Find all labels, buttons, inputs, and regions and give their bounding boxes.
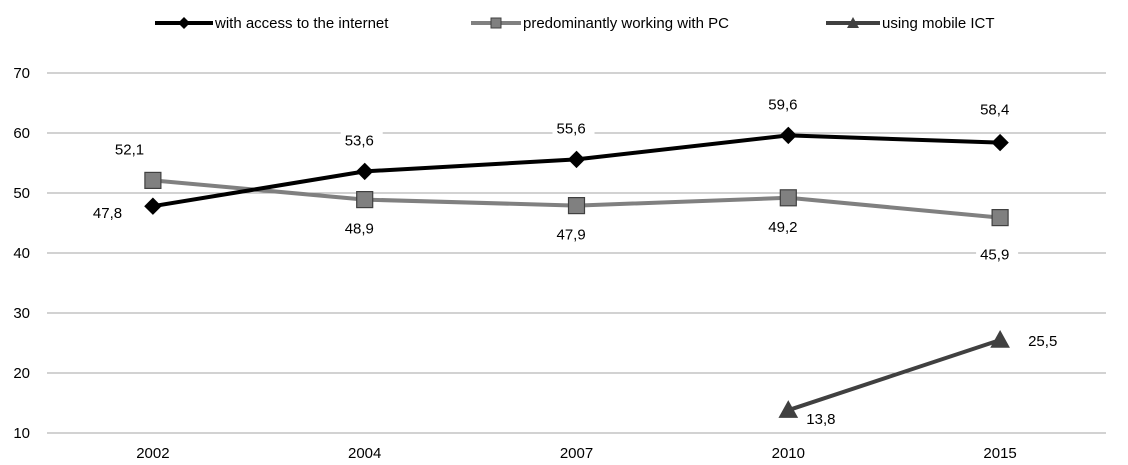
legend: with access to the internet predominantly… [155, 15, 995, 32]
data-label: 53,6 [345, 132, 374, 149]
data-point [355, 162, 374, 181]
y-tick-label: 60 [13, 125, 30, 142]
legend-label: predominantly working with PC [523, 15, 729, 32]
y-tick-label: 70 [13, 65, 30, 82]
data-label: 48,9 [345, 221, 374, 238]
data-point [779, 126, 798, 145]
axes: 10 20 30 40 50 60 70 2002 2004 2007 2010 2015 [13, 65, 1016, 462]
data-label: 49,2 [768, 219, 797, 236]
data-label-bg [552, 118, 595, 139]
data-label: 55,6 [557, 120, 586, 137]
data-point [991, 133, 1009, 152]
legend-label: using mobile ICT [882, 15, 995, 32]
data-label-bg [110, 139, 153, 160]
data-label-bg [764, 216, 807, 237]
y-tick-label: 50 [13, 185, 30, 202]
x-tick-label: 2010 [772, 445, 805, 462]
data-label-bg [88, 203, 131, 224]
y-tick-label: 10 [13, 425, 30, 442]
data-label-bg [976, 244, 1019, 265]
x-tick-label: 2004 [348, 445, 381, 462]
y-tick-label: 20 [13, 365, 30, 382]
data-label-bg [802, 409, 845, 430]
data-point [144, 171, 162, 189]
x-tick-label: 2015 [983, 445, 1016, 462]
data-point [991, 209, 1009, 227]
legend-marker [178, 17, 190, 29]
data-label-bg [340, 218, 383, 239]
data-point [567, 150, 586, 169]
y-tick-label: 30 [13, 305, 30, 322]
data-label-bg [552, 224, 595, 245]
data-label-bg [976, 99, 1019, 120]
data-labels: 47,8 53,6 55,6 59,6 58,4 52,1 48,9 47,9 49,2 45,9… [88, 94, 1067, 430]
data-point [356, 191, 374, 209]
data-point [567, 197, 586, 215]
data-point [779, 189, 797, 207]
legend-marker [490, 17, 502, 29]
data-label: 25,5 [1028, 333, 1057, 350]
data-point [990, 329, 1010, 348]
data-point [144, 197, 162, 215]
data-label: 58,4 [980, 102, 1009, 119]
data-label: 59,6 [768, 96, 797, 113]
series-line [787, 338, 1001, 413]
data-label: 47,8 [93, 205, 122, 222]
x-tick-label: 2007 [560, 445, 593, 462]
legend-marker [847, 17, 859, 28]
data-label: 45,9 [980, 247, 1009, 264]
data-label: 13,8 [806, 411, 835, 428]
series [144, 126, 1010, 418]
y-tick-label: 40 [13, 245, 30, 262]
x-tick-label: 2002 [136, 445, 169, 462]
data-label: 47,9 [557, 227, 586, 244]
data-label-bg [340, 130, 383, 151]
data-label: 52,1 [115, 141, 144, 158]
data-label-bg [764, 94, 807, 115]
series-line [152, 133, 1001, 209]
legend-label: with access to the internet [214, 15, 389, 32]
data-point [778, 400, 799, 418]
data-label-bg [1024, 331, 1067, 351]
